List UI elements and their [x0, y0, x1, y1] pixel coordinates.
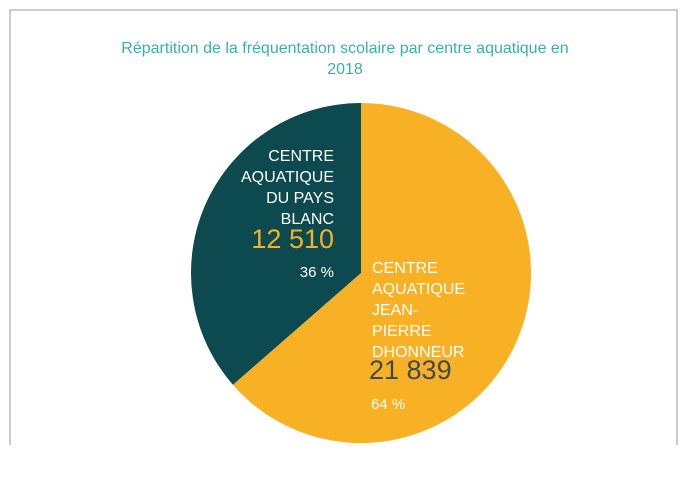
pie-slice: [191, 103, 361, 385]
pie-slice: [232, 103, 531, 443]
value-label: 12 510: [251, 224, 334, 254]
slice-label: CENTRE AQUATIQUE DU PAYS BLANC: [240, 148, 334, 228]
frame: [9, 9, 678, 445]
percentage-label: 64 %: [371, 396, 406, 413]
value-label: 21 839: [369, 355, 452, 385]
chart-title: Répartition de la fréquentation scolaire…: [121, 40, 569, 78]
percentage-label: 36 %: [299, 264, 334, 281]
slice-label: CENTRE AQUATIQUE JEAN-PIERRE DHONNEUR: [372, 260, 466, 361]
